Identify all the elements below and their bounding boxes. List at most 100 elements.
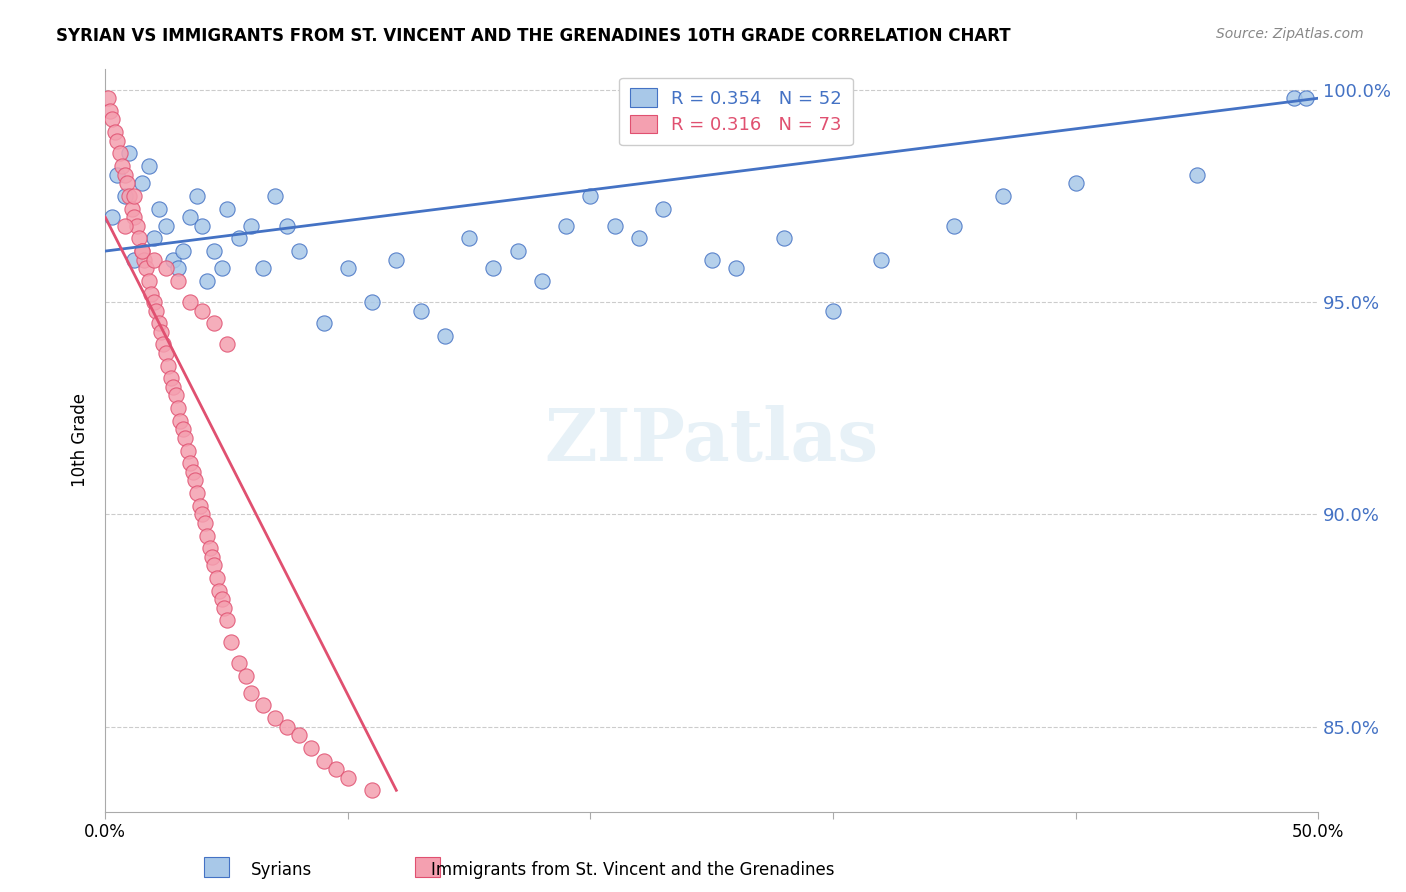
Syrians [1295,91,1317,105]
Immigrants from St. Vincent and the Grenadines [167,274,190,288]
Immigrants from St. Vincent and the Grenadines [191,303,214,318]
Syrians [138,159,160,173]
Immigrants from St. Vincent and the Grenadines [138,274,160,288]
Legend: R = 0.354   N = 52, R = 0.316   N = 73: R = 0.354 N = 52, R = 0.316 N = 73 [619,78,853,145]
Immigrants from St. Vincent and the Grenadines [288,728,311,742]
Y-axis label: 10th Grade: 10th Grade [72,393,89,487]
Syrians [312,316,335,330]
Immigrants from St. Vincent and the Grenadines [125,219,148,233]
Immigrants from St. Vincent and the Grenadines [131,244,153,258]
Immigrants from St. Vincent and the Grenadines [181,465,204,479]
Syrians [1282,91,1305,105]
Syrians [458,231,481,245]
Syrians [385,252,408,267]
Immigrants from St. Vincent and the Grenadines [336,771,359,785]
Immigrants from St. Vincent and the Grenadines [235,668,257,682]
Immigrants from St. Vincent and the Grenadines [162,380,184,394]
Syrians [652,202,675,216]
Immigrants from St. Vincent and the Grenadines [114,219,136,233]
Syrians [228,231,250,245]
Syrians [700,252,723,267]
Immigrants from St. Vincent and the Grenadines [115,176,138,190]
Immigrants from St. Vincent and the Grenadines [212,600,235,615]
Immigrants from St. Vincent and the Grenadines [312,754,335,768]
Immigrants from St. Vincent and the Grenadines [198,541,221,556]
Syrians [603,219,626,233]
Immigrants from St. Vincent and the Grenadines [205,571,228,585]
Syrians [482,261,505,276]
Immigrants from St. Vincent and the Grenadines [124,189,146,203]
Syrians [1064,176,1087,190]
Immigrants from St. Vincent and the Grenadines [202,558,225,573]
Immigrants from St. Vincent and the Grenadines [201,549,224,564]
Immigrants from St. Vincent and the Grenadines [179,295,201,310]
Immigrants from St. Vincent and the Grenadines [114,168,136,182]
Immigrants from St. Vincent and the Grenadines [131,244,153,258]
Immigrants from St. Vincent and the Grenadines [299,740,322,755]
Immigrants from St. Vincent and the Grenadines [169,414,191,428]
Syrians [186,189,208,203]
Immigrants from St. Vincent and the Grenadines [135,261,157,276]
Bar [204,857,229,877]
Syrians [155,219,177,233]
Immigrants from St. Vincent and the Grenadines [141,286,163,301]
Immigrants from St. Vincent and the Grenadines [118,189,141,203]
Syrians [276,219,298,233]
Immigrants from St. Vincent and the Grenadines [208,583,231,598]
Syrians [172,244,194,258]
Syrians [821,303,844,318]
Immigrants from St. Vincent and the Grenadines [142,295,165,310]
Immigrants from St. Vincent and the Grenadines [215,337,238,351]
Text: ZIPatlas: ZIPatlas [544,404,879,475]
Syrians [167,261,190,276]
Immigrants from St. Vincent and the Grenadines [361,783,384,797]
Syrians [506,244,529,258]
Syrians [530,274,553,288]
Text: Source: ZipAtlas.com: Source: ZipAtlas.com [1216,27,1364,41]
Immigrants from St. Vincent and the Grenadines [215,614,238,628]
Bar [415,857,440,877]
Syrians [105,168,128,182]
Syrians [191,219,214,233]
Syrians [409,303,432,318]
Syrians [773,231,796,245]
Immigrants from St. Vincent and the Grenadines [108,146,131,161]
Text: Syrians: Syrians [250,861,312,879]
Immigrants from St. Vincent and the Grenadines [105,134,128,148]
Immigrants from St. Vincent and the Grenadines [104,125,127,139]
Syrians [179,210,201,224]
Syrians [118,146,141,161]
Immigrants from St. Vincent and the Grenadines [184,474,207,488]
Immigrants from St. Vincent and the Grenadines [221,634,243,648]
Syrians [202,244,225,258]
Syrians [142,231,165,245]
Syrians [943,219,966,233]
Immigrants from St. Vincent and the Grenadines [150,325,173,339]
Immigrants from St. Vincent and the Grenadines [264,711,287,725]
Immigrants from St. Vincent and the Grenadines [111,159,134,173]
Syrians [215,202,238,216]
Immigrants from St. Vincent and the Grenadines [165,388,187,402]
Syrians [336,261,359,276]
Immigrants from St. Vincent and the Grenadines [152,337,174,351]
Immigrants from St. Vincent and the Grenadines [195,528,218,542]
Immigrants from St. Vincent and the Grenadines [121,202,143,216]
Immigrants from St. Vincent and the Grenadines [132,252,155,267]
Immigrants from St. Vincent and the Grenadines [167,401,190,416]
Syrians [252,261,274,276]
Immigrants from St. Vincent and the Grenadines [252,698,274,713]
Syrians [361,295,384,310]
Immigrants from St. Vincent and the Grenadines [155,346,177,360]
Immigrants from St. Vincent and the Grenadines [174,431,197,445]
Syrians [579,189,602,203]
Syrians [131,176,153,190]
Immigrants from St. Vincent and the Grenadines [191,508,214,522]
Immigrants from St. Vincent and the Grenadines [157,359,180,373]
Syrians [195,274,218,288]
Immigrants from St. Vincent and the Grenadines [128,231,150,245]
Text: SYRIAN VS IMMIGRANTS FROM ST. VINCENT AND THE GRENADINES 10TH GRADE CORRELATION : SYRIAN VS IMMIGRANTS FROM ST. VINCENT AN… [56,27,1011,45]
Syrians [288,244,311,258]
Immigrants from St. Vincent and the Grenadines [172,422,194,436]
Syrians [239,219,262,233]
Syrians [211,261,233,276]
